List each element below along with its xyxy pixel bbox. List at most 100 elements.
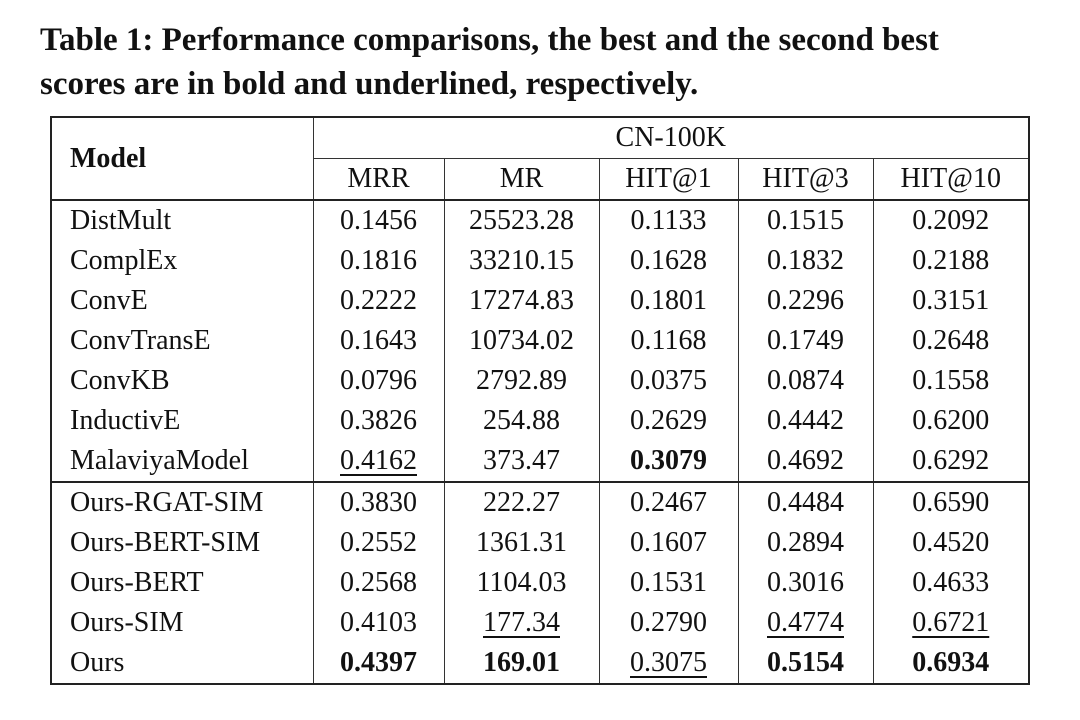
score-cell: 1104.03 xyxy=(443,563,599,603)
column-header: MR xyxy=(443,158,599,201)
score-cell: 0.3826 xyxy=(312,401,444,441)
score-cell: 0.4103 xyxy=(312,603,444,643)
score-cell: 0.3830 xyxy=(312,481,444,523)
score-cell: 169.01 xyxy=(443,643,599,684)
score-cell: 0.6590 xyxy=(872,481,1029,523)
score-cell: 0.1168 xyxy=(598,321,738,361)
group-header: CN-100K xyxy=(312,117,1029,159)
model-name: MalaviyaModel xyxy=(70,445,249,476)
score-cell: 0.1628 xyxy=(598,241,738,281)
table-row: Ours-SIM 0.4103 177.34 0.2790 0.4774 0.6721 xyxy=(51,603,1029,643)
table-row: DistMult 0.1456 25523.28 0.1133 0.1515 0.2092 xyxy=(51,200,1029,241)
score-cell: 0.2222 xyxy=(312,281,444,321)
results-table: Model CN-100K MRR MR HIT@1 HIT@3 HIT@10 Dist… xyxy=(50,116,1030,685)
model-header: Model xyxy=(51,117,313,201)
model-name: InductivE xyxy=(70,405,181,436)
model-name: ConvE xyxy=(70,285,148,316)
score-cell: 0.2894 xyxy=(737,523,873,563)
score-cell: 0.2629 xyxy=(598,401,738,441)
score-cell: 0.4633 xyxy=(872,563,1029,603)
score-cell: 0.2296 xyxy=(737,281,873,321)
score-text: 0.4774 xyxy=(767,607,844,638)
score-cell: 0.0375 xyxy=(598,361,738,401)
score-text: 0.4162 xyxy=(340,445,417,476)
model-name: ComplEx xyxy=(70,245,178,276)
column-header-row: MRR MR HIT@1 HIT@3 HIT@10 xyxy=(51,158,1029,201)
score-cell: 0.4162 xyxy=(312,441,444,482)
score-cell: 17274.83 xyxy=(443,281,599,321)
column-header: HIT@3 xyxy=(737,158,873,201)
score-cell: 33210.15 xyxy=(443,241,599,281)
score-cell: 0.3075 xyxy=(598,643,738,684)
table-row: ComplEx 0.1816 33210.15 0.1628 0.1832 0.2188 xyxy=(51,241,1029,281)
model-name: Ours-RGAT-SIM xyxy=(51,481,313,523)
score-cell: 25523.28 xyxy=(443,200,599,241)
score-text: 169.01 xyxy=(483,647,560,678)
score-cell: 0.1607 xyxy=(598,523,738,563)
score-cell: 0.0796 xyxy=(312,361,444,401)
table-row: ConvTransE 0.1643 10734.02 0.1168 0.1749 0.26… xyxy=(51,321,1029,361)
score-cell: 0.2552 xyxy=(312,523,444,563)
score-cell: 0.3151 xyxy=(872,281,1029,321)
score-cell: 0.4484 xyxy=(737,481,873,523)
score-cell: 10734.02 xyxy=(443,321,599,361)
score-cell: 0.4442 xyxy=(737,401,873,441)
score-cell: 254.88 xyxy=(443,401,599,441)
column-header: HIT@1 xyxy=(598,158,738,201)
score-cell: 0.2188 xyxy=(872,241,1029,281)
score-cell: 1361.31 xyxy=(443,523,599,563)
score-text: 0.6721 xyxy=(912,607,990,638)
table-row: Ours-RGAT-SIM 0.3830 222.27 0.2467 0.4484 0.6… xyxy=(51,481,1029,523)
score-cell: 0.2648 xyxy=(872,321,1029,361)
score-text: 0.6934 xyxy=(912,647,990,678)
score-cell: 0.2790 xyxy=(598,603,738,643)
score-cell: 0.1531 xyxy=(598,563,738,603)
score-cell: 0.1749 xyxy=(737,321,873,361)
score-cell: 0.4397 xyxy=(312,643,444,684)
score-text: 0.3075 xyxy=(630,647,707,678)
table-row: Ours 0.4397 169.01 0.3075 0.5154 0.6934 xyxy=(51,643,1029,684)
score-cell: 0.1456 xyxy=(312,200,444,241)
score-cell: 0.6721 xyxy=(872,603,1029,643)
score-cell: 0.4774 xyxy=(737,603,873,643)
score-cell: 0.3079 xyxy=(598,441,738,482)
score-text: 0.4397 xyxy=(340,647,417,678)
column-header: HIT@10 xyxy=(872,158,1029,201)
score-cell: 177.34 xyxy=(443,603,599,643)
score-cell: 0.0874 xyxy=(737,361,873,401)
score-cell: 0.6292 xyxy=(872,441,1029,482)
table-row: Ours-BERT 0.2568 1104.03 0.1531 0.3016 0.4633 xyxy=(51,563,1029,603)
model-name: ConvKB xyxy=(70,365,170,396)
score-cell: 0.1643 xyxy=(312,321,444,361)
model-name: ConvTransE xyxy=(70,325,211,356)
table-row: ConvE 0.2222 17274.83 0.1801 0.2296 0.3151 xyxy=(51,281,1029,321)
score-cell: 222.27 xyxy=(443,481,599,523)
model-name: Ours-BERT-SIM xyxy=(70,527,261,558)
score-cell: 373.47 xyxy=(443,441,599,482)
score-cell: 0.6200 xyxy=(872,401,1029,441)
score-text: 177.34 xyxy=(483,607,560,638)
score-cell: 0.6934 xyxy=(872,643,1029,684)
score-cell: 0.1133 xyxy=(598,200,738,241)
table-row: ConvKB 0.0796 2792.89 0.0375 0.0874 0.1558 xyxy=(51,361,1029,401)
table-row: Ours-BERT-SIM 0.2552 1361.31 0.1607 0.2894 0.… xyxy=(51,523,1029,563)
score-cell: 2792.89 xyxy=(443,361,599,401)
score-cell: 0.1816 xyxy=(312,241,444,281)
caption-text: Performance comparisons, the best and th… xyxy=(40,22,939,102)
caption-label: Table 1: xyxy=(40,22,154,58)
score-cell: 0.2568 xyxy=(312,563,444,603)
model-name: Ours-SIM xyxy=(70,607,184,638)
score-cell: 0.1515 xyxy=(737,200,873,241)
table-row: InductivE 0.3826 254.88 0.2629 0.4442 0.6200 xyxy=(51,401,1029,441)
score-cell: 0.4520 xyxy=(872,523,1029,563)
model-name: Ours xyxy=(70,647,125,678)
score-cell: 0.1801 xyxy=(598,281,738,321)
column-header: MRR xyxy=(312,158,444,201)
score-cell: 0.2092 xyxy=(872,200,1029,241)
table-body: DistMult 0.1456 25523.28 0.1133 0.1515 0.2092… xyxy=(51,200,1029,684)
caption: Table 1: Performance comparisons, the be… xyxy=(40,18,1030,106)
score-cell: 0.2467 xyxy=(598,481,738,523)
model-name: Ours-BERT xyxy=(70,567,204,598)
score-text: 0.5154 xyxy=(767,647,844,678)
